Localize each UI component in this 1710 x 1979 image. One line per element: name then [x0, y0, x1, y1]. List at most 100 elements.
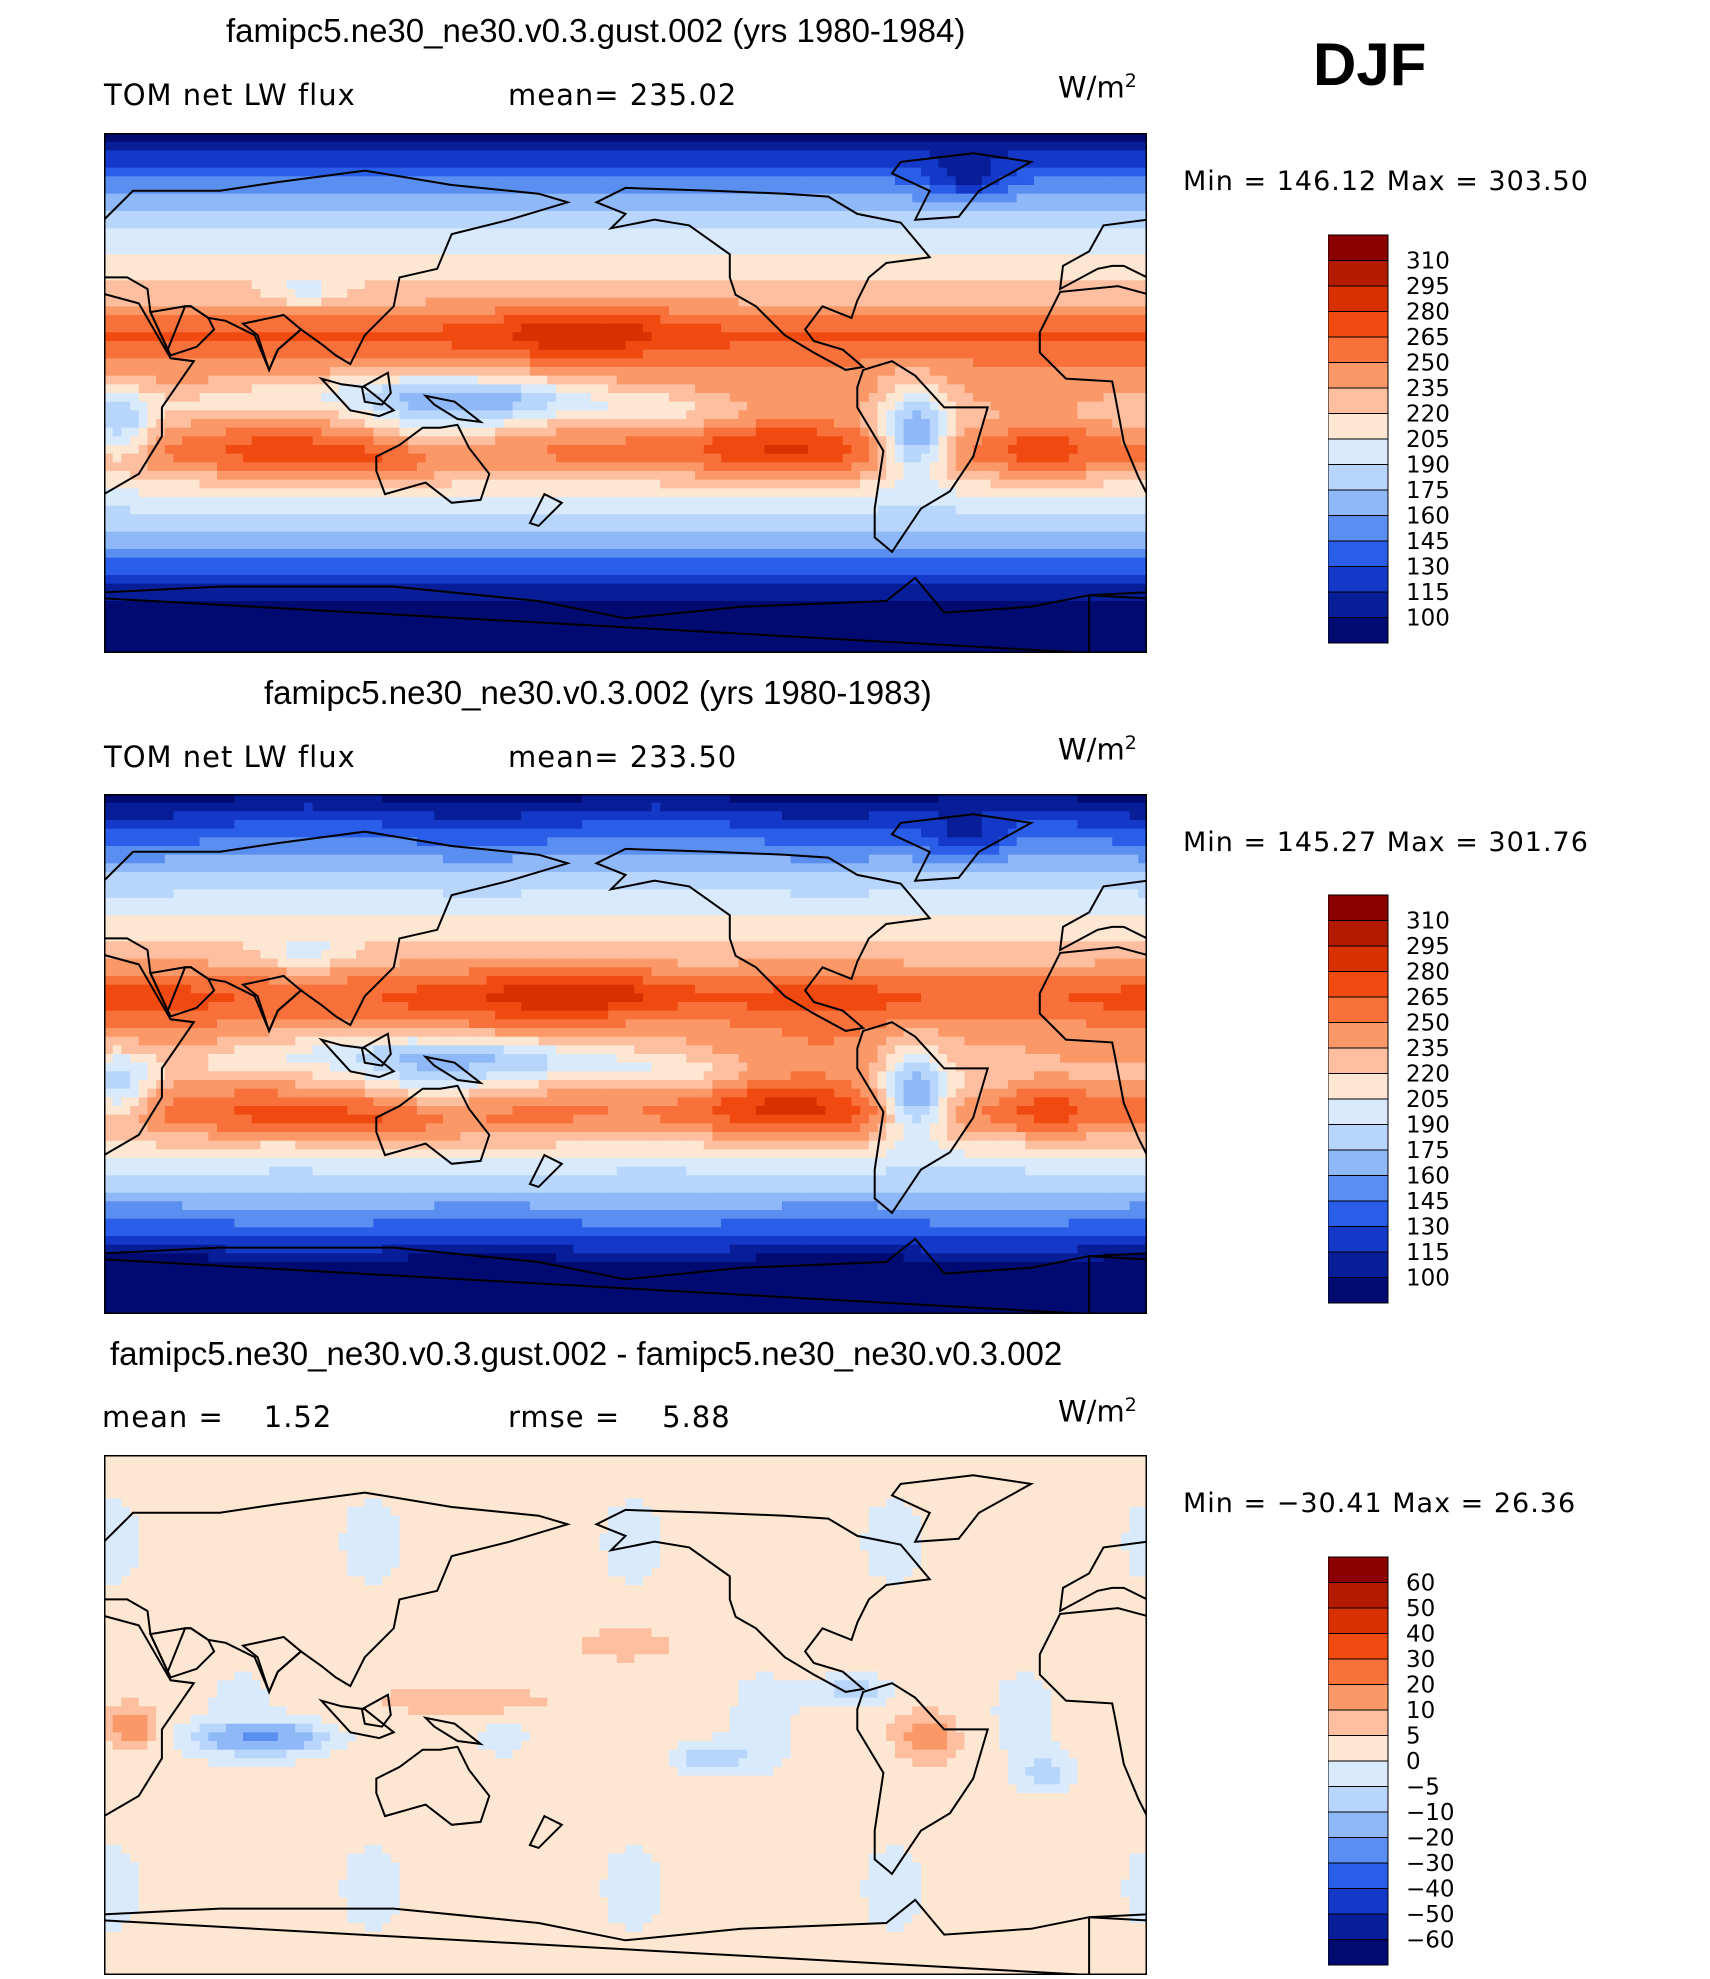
field-cell	[773, 271, 783, 281]
field-cell	[677, 150, 687, 160]
field-cell	[825, 228, 835, 238]
field-cell	[981, 393, 992, 403]
field-cell	[834, 367, 844, 377]
field-cell	[973, 332, 983, 342]
field-cell	[495, 211, 505, 221]
field-cell	[1042, 410, 1052, 420]
field-cell	[208, 471, 218, 481]
field-cell	[947, 367, 957, 377]
field-cell	[295, 289, 305, 299]
field-cell	[190, 462, 201, 472]
field-cell	[112, 323, 122, 333]
field-cell	[1077, 245, 1087, 255]
field-cell	[225, 488, 235, 498]
field-cell	[721, 332, 731, 342]
field-cell	[721, 271, 731, 281]
field-cell	[199, 384, 209, 394]
field-cell	[303, 176, 314, 186]
field-cell	[747, 436, 757, 446]
field-cell	[573, 237, 583, 247]
field-cell	[642, 133, 653, 143]
field-cell	[408, 341, 418, 351]
field-cell	[799, 254, 809, 264]
field-cell	[894, 133, 905, 143]
field-cell	[582, 245, 592, 255]
field-cell	[416, 141, 427, 151]
field-cell	[651, 445, 661, 455]
field-cell	[243, 341, 253, 351]
field-cell	[156, 167, 166, 177]
field-cell	[599, 341, 609, 351]
field-cell	[112, 445, 122, 455]
field-cell	[408, 358, 418, 368]
field-cell	[399, 427, 409, 437]
field-cell	[573, 228, 583, 238]
field-cell	[130, 263, 140, 273]
field-cell	[399, 315, 409, 325]
field-cell	[834, 419, 844, 429]
field-cell	[695, 436, 705, 446]
field-cell	[529, 141, 540, 151]
field-cell	[825, 375, 835, 385]
field-cell	[973, 271, 983, 281]
field-cell	[164, 167, 175, 177]
field-cell	[590, 193, 601, 203]
field-cell	[582, 488, 592, 498]
field-cell	[425, 453, 435, 463]
field-cell	[608, 150, 618, 160]
field-cell	[1060, 349, 1070, 359]
field-cell	[182, 358, 192, 368]
field-cell	[390, 410, 401, 420]
field-cell	[521, 401, 531, 411]
field-cell	[564, 306, 574, 316]
field-cell	[747, 219, 757, 229]
field-cell	[521, 445, 531, 455]
field-cell	[321, 306, 331, 316]
field-cell	[1103, 245, 1113, 255]
field-cell	[303, 228, 314, 238]
field-cell	[781, 237, 792, 247]
field-cell	[582, 315, 592, 325]
field-cell	[234, 219, 244, 229]
field-cell	[295, 211, 305, 221]
field-cell	[1112, 245, 1122, 255]
field-cell	[764, 479, 774, 489]
field-cell	[642, 367, 653, 377]
field-cell	[112, 453, 122, 463]
field-cell	[642, 150, 653, 160]
field-cell	[1094, 453, 1105, 463]
field-cell	[816, 479, 827, 489]
field-cell	[234, 263, 244, 273]
field-cell	[260, 445, 270, 455]
field-cell	[790, 263, 800, 273]
field-cell	[147, 159, 157, 169]
field-cell	[816, 228, 827, 238]
field-cell	[399, 445, 409, 455]
field-cell	[842, 453, 853, 463]
field-cell	[1068, 228, 1079, 238]
field-cell	[112, 185, 122, 195]
field-cell	[321, 219, 331, 229]
field-cell	[781, 436, 792, 446]
field-cell	[286, 159, 296, 169]
field-cell	[686, 245, 696, 255]
field-cell	[868, 159, 879, 169]
field-cell	[338, 306, 348, 316]
field-cell	[1138, 462, 1147, 472]
field-cell	[208, 297, 218, 307]
field-cell	[868, 167, 879, 177]
field-cell	[408, 488, 418, 498]
field-cell	[460, 358, 470, 368]
field-cell	[1042, 401, 1052, 411]
field-cell	[1016, 133, 1026, 143]
field-cell	[981, 384, 992, 394]
field-cell	[182, 133, 192, 143]
field-cell	[1094, 167, 1105, 177]
field-cell	[616, 453, 627, 463]
field-cell	[695, 349, 705, 359]
field-cell	[138, 410, 149, 420]
field-cell	[729, 471, 740, 481]
field-cell	[712, 488, 722, 498]
field-cell	[799, 332, 809, 342]
field-cell	[399, 150, 409, 160]
